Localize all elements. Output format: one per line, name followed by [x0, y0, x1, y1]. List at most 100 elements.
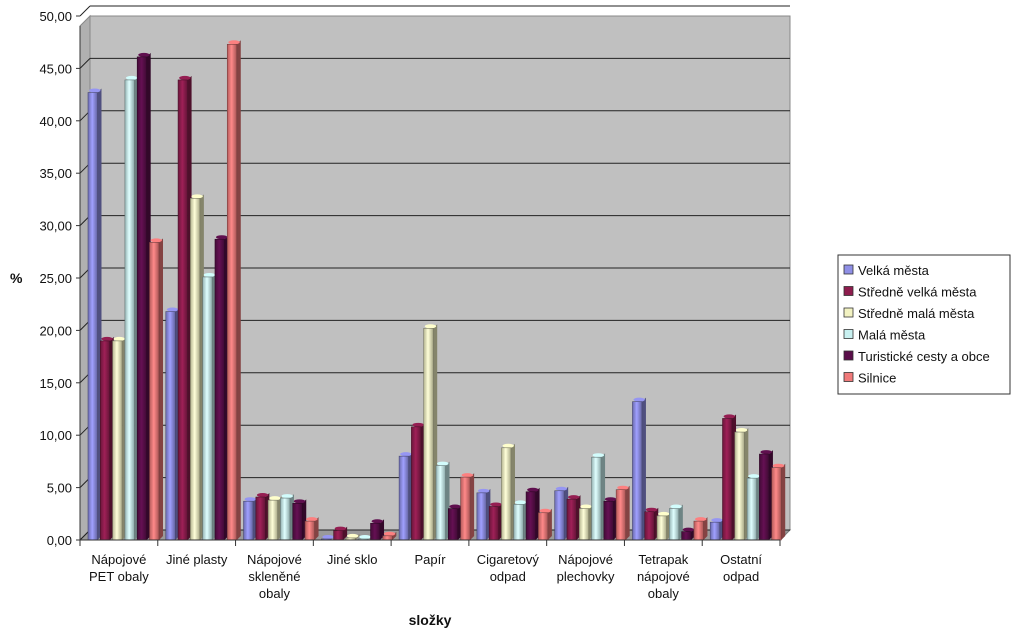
bar-top: [138, 52, 150, 57]
bar-top: [322, 534, 334, 539]
bar: [202, 276, 213, 541]
x-tick-label: Jiné plasty: [166, 552, 228, 567]
bar: [734, 431, 745, 541]
bar: [423, 328, 434, 541]
gridline-side: [79, 58, 91, 69]
x-tick-label: PET obaly: [89, 569, 149, 584]
bar-top: [383, 531, 396, 536]
bar-top: [527, 487, 539, 492]
x-tick-label: plechovky: [557, 569, 615, 584]
bar-top: [723, 414, 736, 419]
x-axis-title: složky: [409, 612, 452, 628]
bar: [411, 426, 422, 541]
bar-top: [449, 504, 461, 509]
bar: [771, 467, 782, 541]
bar-side: [547, 508, 552, 540]
x-tick-label: Nápojové: [247, 552, 302, 567]
bar-top: [346, 533, 359, 538]
bar: [435, 465, 446, 541]
bar: [177, 79, 188, 541]
x-tick-label: Papír: [414, 552, 446, 567]
bar: [304, 520, 315, 541]
bar: [722, 418, 733, 541]
x-tick-label: Ostatní: [720, 552, 762, 567]
bar: [370, 522, 381, 541]
bar-top: [359, 534, 371, 539]
y-tick-label: 0,00: [47, 533, 72, 548]
bar: [165, 311, 176, 541]
bar-top: [670, 504, 682, 509]
bar: [709, 521, 721, 541]
y-tick-label: 45,00: [39, 61, 72, 76]
bar-side: [625, 485, 630, 540]
bar-top: [113, 336, 126, 341]
y-tick-label: 50,00: [39, 9, 72, 24]
bar: [615, 489, 626, 541]
bar: [644, 511, 655, 541]
x-tick-label: odpad: [723, 569, 759, 584]
x-tick-label: Cigaretový: [477, 552, 540, 567]
bar-top: [592, 453, 605, 458]
legend-swatch: [843, 329, 854, 339]
y-tick-label: 20,00: [39, 323, 72, 338]
legend-label: Silnice: [858, 371, 896, 386]
legend-swatch: [843, 307, 854, 318]
bar: [255, 496, 266, 541]
bar-top: [166, 307, 179, 312]
y-tick-label: 15,00: [39, 376, 72, 391]
legend-swatch: [843, 286, 854, 296]
bar: [136, 56, 147, 541]
legend: [837, 254, 1011, 395]
bar: [333, 530, 344, 541]
bar-top: [150, 238, 162, 243]
bar-top: [256, 493, 269, 498]
bar-side: [781, 463, 786, 540]
bar-top: [437, 461, 449, 466]
bar-top: [293, 499, 306, 504]
bar: [226, 43, 238, 541]
bar: [243, 500, 254, 541]
bar: [292, 503, 303, 541]
bar-top: [269, 496, 281, 501]
bar-side: [392, 531, 397, 540]
bar: [603, 500, 614, 541]
bar-side: [678, 504, 683, 540]
bar: [501, 447, 512, 541]
bar: [746, 477, 757, 541]
bar-top: [567, 495, 580, 500]
bar: [669, 508, 680, 541]
bar-top: [334, 526, 347, 531]
y-tick-label: 40,00: [39, 114, 72, 129]
bar-top: [514, 500, 527, 505]
bar-top: [125, 75, 138, 80]
bar-top: [760, 450, 772, 455]
bar-top: [203, 272, 216, 277]
bar: [578, 508, 590, 541]
bar-top: [682, 527, 695, 532]
bar-top: [694, 517, 707, 522]
bar: [87, 92, 98, 541]
bar-top: [735, 428, 748, 433]
bar-top: [490, 502, 502, 507]
bar-top: [89, 88, 101, 93]
bar-top: [306, 517, 318, 522]
bar-top: [645, 507, 658, 512]
legend-label: Turistické cesty a obce: [858, 349, 990, 364]
bar-top: [748, 474, 760, 479]
y-tick-label: 25,00: [39, 271, 72, 286]
bar-top: [400, 452, 412, 457]
y-tick-label: 5,00: [47, 481, 72, 496]
bar: [280, 497, 291, 541]
bar: [460, 476, 471, 541]
y-tick-label: 10,00: [39, 428, 72, 443]
bar: [513, 504, 524, 541]
bar-top: [215, 235, 228, 240]
bar-side: [159, 238, 163, 541]
x-tick-label: skleněné: [248, 569, 300, 584]
bar-top: [555, 486, 568, 491]
bar: [149, 242, 160, 541]
x-tick-label: odpad: [490, 569, 526, 584]
x-tick-label: Jiné sklo: [327, 552, 378, 567]
x-tick-label: obaly: [648, 586, 680, 601]
bar: [112, 340, 123, 541]
